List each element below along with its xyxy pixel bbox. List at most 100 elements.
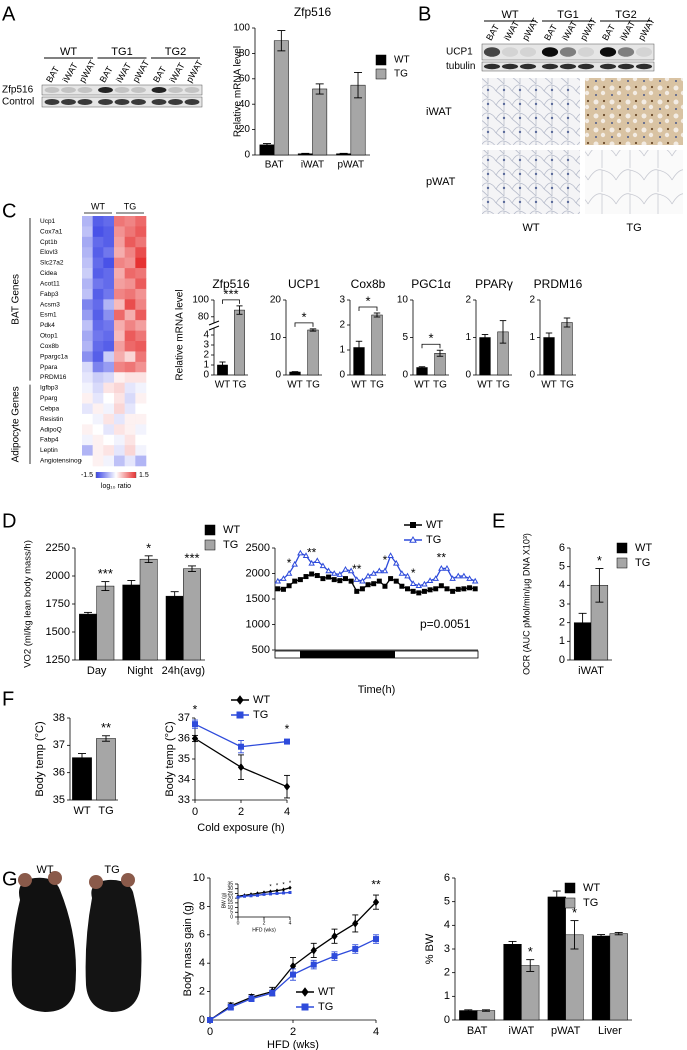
- marker: [352, 946, 359, 952]
- significance-label: *: [428, 331, 433, 346]
- y-tick-label: 1500: [246, 593, 270, 605]
- blot-band: [61, 99, 76, 105]
- marker: [415, 582, 423, 589]
- legend-swatch: [616, 557, 628, 569]
- marker: [364, 572, 372, 579]
- x-tick-label: TG: [370, 380, 384, 391]
- y-tick-label: 10: [227, 905, 233, 911]
- blot-band: [168, 99, 183, 105]
- y-tick-label: 3: [203, 340, 209, 351]
- row-label: Pparg: [40, 395, 58, 402]
- y-tick-label: 2: [444, 967, 450, 979]
- row-label: Cidea: [40, 270, 57, 277]
- marker: [372, 898, 380, 907]
- row-label: Elovl3: [40, 249, 58, 256]
- marker: [207, 1017, 213, 1023]
- marker: [330, 570, 338, 576]
- y-tick-label: 1: [444, 990, 450, 1002]
- y-tick-label: 1: [203, 360, 209, 371]
- y-tick-label: 1250: [46, 654, 70, 666]
- legend-label: TG: [583, 897, 598, 909]
- y-tick-label: 15: [227, 900, 233, 906]
- heatmap-cell: [103, 413, 115, 425]
- bar: [122, 584, 141, 661]
- marker: [348, 578, 354, 584]
- bar: [476, 1010, 496, 1021]
- y-tick-label: 2: [529, 295, 535, 306]
- legend-swatch: [564, 897, 576, 909]
- y-tick-label: 0: [402, 370, 408, 381]
- x-tick-label: TG: [496, 380, 510, 391]
- blot-row-label: tubulin: [446, 61, 475, 72]
- colorbar-label: log₁₀ ratio: [101, 483, 131, 490]
- blot-lane-label: pWAT: [636, 16, 657, 42]
- y-tick-label: 0: [244, 150, 250, 161]
- heatmap-cell: [103, 403, 115, 415]
- heatmap-cell: [92, 341, 104, 352]
- heatmap-cell: [103, 278, 115, 290]
- heatmap-cell: [92, 382, 104, 394]
- chart-title: UCP1: [288, 277, 320, 291]
- x-tick-label: WT: [477, 380, 493, 391]
- row-group-label: Adipocyte Genes: [11, 386, 22, 462]
- marker: [455, 586, 461, 592]
- significance-label: *: [411, 566, 416, 580]
- significance-label: *: [572, 905, 577, 920]
- x-tick-label: 4: [284, 806, 290, 818]
- bar: [459, 1010, 478, 1021]
- marker: [280, 586, 286, 592]
- marker: [398, 570, 406, 576]
- marker: [359, 577, 366, 584]
- bar: [543, 337, 555, 376]
- marker: [237, 763, 245, 772]
- y-tick-label: 4: [444, 919, 450, 931]
- heatmap-cell: [103, 236, 115, 248]
- y-tick-label: 0: [199, 1014, 205, 1026]
- heatmap-cell: [92, 257, 104, 269]
- blot-lane-label: iWAT: [114, 61, 133, 85]
- y-tick-label: 2: [203, 350, 209, 361]
- marker: [450, 588, 456, 594]
- heatmap-cell: [114, 278, 125, 290]
- heatmap-cell: [82, 455, 93, 467]
- y-tick-label: 2000: [246, 567, 270, 579]
- bar: [371, 314, 383, 376]
- significance-label: *: [146, 540, 151, 555]
- heatmap-cell: [114, 361, 125, 373]
- marker: [455, 572, 462, 579]
- marker: [297, 549, 304, 556]
- x-tick-label: Night: [127, 665, 153, 677]
- significance-label: **: [437, 551, 447, 565]
- x-tick-label: 2: [263, 920, 266, 926]
- heatmap-cell: [135, 424, 147, 436]
- y-tick-label: 1750: [46, 598, 70, 610]
- heatmap-cell: [103, 268, 115, 279]
- significance-label: ***: [223, 286, 238, 301]
- marker: [275, 586, 281, 592]
- marker: [282, 891, 285, 895]
- significance-label: *: [383, 553, 388, 567]
- marker: [461, 586, 467, 592]
- x-tick-label: 24h(avg): [162, 665, 205, 677]
- marker: [290, 971, 296, 978]
- significance-label: **: [352, 562, 362, 576]
- heatmap-cell: [103, 393, 115, 404]
- heatmap-cell: [92, 247, 104, 258]
- x-tick-label: 4: [373, 1026, 379, 1038]
- blot-group-label: TG2: [615, 9, 636, 21]
- y-tick-label: 0: [203, 370, 209, 381]
- histology-image: [482, 150, 580, 214]
- blot-group-label: TG1: [111, 46, 132, 58]
- significance-label: *: [301, 309, 306, 324]
- heatmap-cell: [124, 330, 136, 342]
- blot-band: [98, 87, 113, 93]
- marker: [353, 576, 361, 582]
- marker: [433, 586, 439, 592]
- blot-row-label: Control: [2, 97, 34, 108]
- y-tick-label: 0: [230, 914, 233, 920]
- marker: [381, 567, 389, 574]
- blot-lane-label: BAT: [44, 64, 61, 84]
- y-tick-label: 25: [227, 891, 233, 897]
- blot-strip: [41, 84, 203, 96]
- marker: [288, 890, 292, 894]
